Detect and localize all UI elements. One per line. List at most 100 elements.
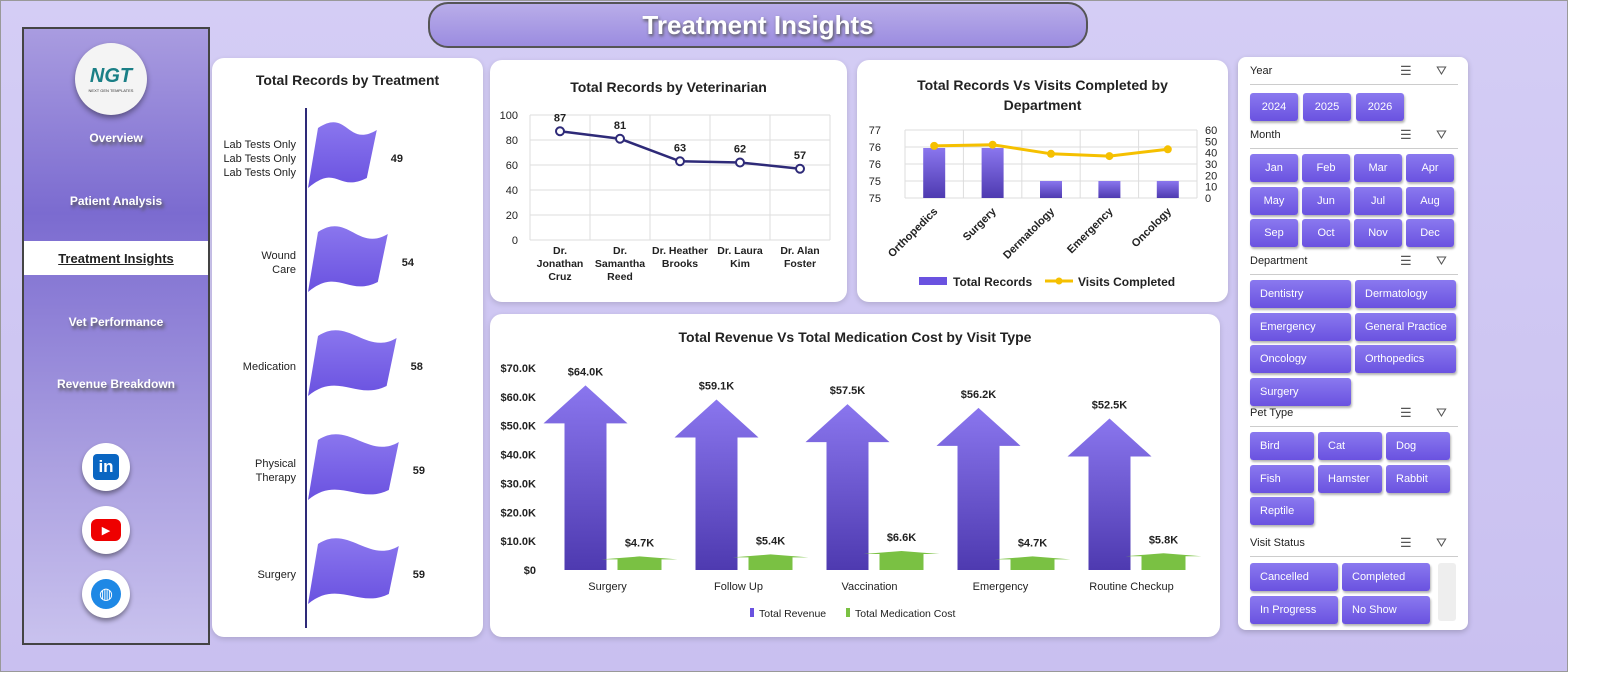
multi-select-icon[interactable]: ☰ xyxy=(1400,405,1412,420)
slicer-button-cancelled[interactable]: Cancelled xyxy=(1250,563,1338,591)
slicer-button-2026[interactable]: 2026 xyxy=(1356,93,1404,121)
slicer-button-dentistry[interactable]: Dentistry xyxy=(1250,280,1351,308)
linkedin-button[interactable]: in xyxy=(82,443,130,491)
data-label: $57.5K xyxy=(830,385,866,397)
total-revenue-arrow xyxy=(543,385,628,570)
slicer-button-bird[interactable]: Bird xyxy=(1250,432,1314,460)
data-point xyxy=(615,133,625,144)
treatment-bar xyxy=(308,434,399,500)
slicer-button-rabbit[interactable]: Rabbit xyxy=(1386,464,1450,493)
y-tick: $60.0K xyxy=(501,392,537,404)
clear-filter-icon[interactable]: ⛛ xyxy=(1436,127,1447,142)
multi-select-icon[interactable]: ☰ xyxy=(1400,535,1412,550)
slicer-button-may[interactable]: May xyxy=(1250,186,1298,215)
slicer-button-hamster[interactable]: Hamster xyxy=(1318,464,1382,493)
slicer-button-jun[interactable]: Jun xyxy=(1302,186,1350,215)
slicer-button-apr[interactable]: Apr xyxy=(1406,154,1454,182)
slicer-button-2025[interactable]: 2025 xyxy=(1303,93,1351,121)
revenue-card: Total Revenue Vs Total Medication Cost b… xyxy=(490,314,1220,637)
data-label: $56.2K xyxy=(961,389,997,401)
chart-title: Total Records by Treatment xyxy=(255,72,440,88)
y-tick-left: 75 xyxy=(869,193,881,205)
x-label: Emergency xyxy=(973,581,1029,593)
slicer-button-completed[interactable]: Completed xyxy=(1342,563,1430,591)
clear-filter-icon[interactable]: ⛛ xyxy=(1436,253,1447,268)
slicer-button-emergency[interactable]: Emergency xyxy=(1250,312,1351,341)
y-tick-right: 0 xyxy=(1205,193,1211,205)
slicer-button-in-progress[interactable]: In Progress xyxy=(1250,595,1338,624)
data-label: $4.7K xyxy=(1018,537,1047,549)
slicer-button-orthopedics[interactable]: Orthopedics xyxy=(1355,345,1456,373)
treatment-bar xyxy=(308,330,397,396)
slicer-button-jul[interactable]: Jul xyxy=(1354,186,1402,215)
chart-title: Total Revenue Vs Total Medication Cost b… xyxy=(678,329,1032,345)
slicer-button-general-practice[interactable]: General Practice xyxy=(1355,312,1456,341)
y-tick: 100 xyxy=(500,110,518,122)
nav-vet-performance[interactable]: Vet Performance xyxy=(68,315,164,329)
multi-select-icon[interactable]: ☰ xyxy=(1400,253,1412,268)
slicer-button-feb[interactable]: Feb xyxy=(1302,154,1350,182)
clear-filter-icon[interactable]: ⛛ xyxy=(1436,535,1447,550)
nav-overview[interactable]: Overview xyxy=(89,131,143,145)
multi-select-icon[interactable]: ☰ xyxy=(1400,127,1412,142)
total-records-bar xyxy=(923,148,946,198)
y-tick-left: 76 xyxy=(869,159,881,171)
nav-revenue-breakdown[interactable]: Revenue Breakdown xyxy=(56,377,176,391)
slicer-header-pet-type: Pet Type ☰ ⛛ xyxy=(1250,405,1458,427)
nav-patient-analysis[interactable]: Patient Analysis xyxy=(69,194,163,208)
y-tick-right: 50 xyxy=(1205,136,1217,148)
y-tick: 40 xyxy=(506,185,518,197)
legend-label: Total Records xyxy=(953,275,1032,289)
slicer-button-dermatology[interactable]: Dermatology xyxy=(1355,280,1456,308)
slicer-button-no-show[interactable]: No Show xyxy=(1342,595,1430,624)
slicer-button-aug[interactable]: Aug xyxy=(1406,186,1454,215)
youtube-button[interactable]: ▶ xyxy=(82,506,130,554)
clear-filter-icon[interactable]: ⛛ xyxy=(1436,63,1447,78)
x-label: Brooks xyxy=(662,258,698,270)
slicer-button-cat[interactable]: Cat xyxy=(1318,432,1382,460)
clear-filter-icon[interactable]: ⛛ xyxy=(1436,405,1447,420)
legend-label: Visits Completed xyxy=(1078,275,1175,289)
category-label: Surgery xyxy=(257,569,296,581)
data-label: 49 xyxy=(391,153,403,165)
youtube-icon: ▶ xyxy=(91,519,121,541)
category-label: Lab Tests Only xyxy=(223,167,296,179)
category-label: Lab Tests Only xyxy=(223,153,296,165)
slicer-button-sep[interactable]: Sep xyxy=(1250,219,1298,247)
data-point xyxy=(1105,152,1114,161)
y-tick-left: 77 xyxy=(869,125,881,137)
slicer-button-mar[interactable]: Mar xyxy=(1354,154,1402,182)
total-records-bar xyxy=(981,148,1004,198)
y-tick-right: 10 xyxy=(1205,182,1217,194)
slicer-button-oct[interactable]: Oct xyxy=(1302,219,1350,247)
slicer-button-reptile[interactable]: Reptile xyxy=(1250,497,1314,525)
slicer-header-department: Department ☰ ⛛ xyxy=(1250,253,1458,275)
legend-marker xyxy=(1055,277,1063,285)
slicer-button-2024[interactable]: 2024 xyxy=(1250,93,1298,121)
slicer-button-dog[interactable]: Dog xyxy=(1386,432,1450,460)
data-label: $4.7K xyxy=(625,537,654,549)
slicer-button-jan[interactable]: Jan xyxy=(1250,154,1298,182)
category-label: Physical xyxy=(255,458,296,470)
category-label: Lab Tests Only xyxy=(223,139,296,151)
y-tick-left: 75 xyxy=(869,176,881,188)
slicer-button-nov[interactable]: Nov xyxy=(1354,219,1402,247)
x-label: Dr. xyxy=(553,245,567,257)
treatment-bar xyxy=(308,538,399,604)
website-button[interactable]: ◍ xyxy=(82,570,130,618)
slicer-scrollbar[interactable] xyxy=(1438,563,1456,621)
multi-select-icon[interactable]: ☰ xyxy=(1400,63,1412,78)
y-tick: 60 xyxy=(506,160,518,172)
slicer-button-oncology[interactable]: Oncology xyxy=(1250,345,1351,373)
slicer-button-dec[interactable]: Dec xyxy=(1406,219,1454,247)
total-revenue-arrow xyxy=(936,407,1021,570)
y-tick: 80 xyxy=(506,135,518,147)
total-records-bar xyxy=(1098,181,1121,198)
slicer-button-fish[interactable]: Fish xyxy=(1250,464,1314,493)
slicer-button-surgery[interactable]: Surgery xyxy=(1250,377,1351,406)
medication-cost-arrow xyxy=(732,554,809,570)
data-label: $5.8K xyxy=(1149,534,1178,546)
slicer-title: Department xyxy=(1250,255,1308,267)
x-label: Orthopedics xyxy=(886,206,940,260)
nav-treatment-insights[interactable]: Treatment Insights xyxy=(24,241,208,275)
